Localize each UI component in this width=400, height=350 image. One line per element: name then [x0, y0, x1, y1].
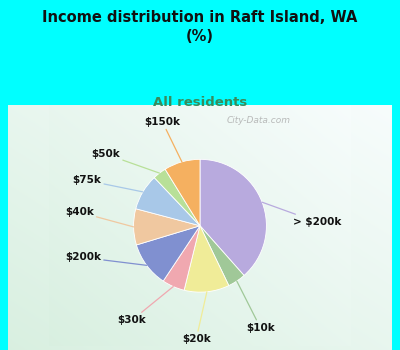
Wedge shape — [165, 159, 200, 226]
Wedge shape — [154, 169, 200, 226]
Text: $20k: $20k — [182, 292, 211, 344]
Text: > $200k: > $200k — [262, 202, 341, 227]
Text: City-Data.com: City-Data.com — [227, 116, 291, 125]
Text: All residents: All residents — [153, 96, 247, 109]
Text: $10k: $10k — [237, 281, 275, 332]
Wedge shape — [200, 159, 266, 275]
Text: $75k: $75k — [72, 175, 143, 192]
Wedge shape — [200, 226, 244, 286]
Text: $30k: $30k — [118, 287, 173, 325]
Wedge shape — [163, 226, 200, 290]
Wedge shape — [136, 226, 200, 281]
Text: $150k: $150k — [144, 117, 182, 162]
Text: $50k: $50k — [91, 149, 160, 173]
Wedge shape — [136, 177, 200, 226]
Text: $40k: $40k — [65, 207, 134, 227]
Text: $200k: $200k — [65, 252, 147, 265]
Wedge shape — [134, 209, 200, 245]
Wedge shape — [184, 226, 229, 292]
Text: Income distribution in Raft Island, WA
(%): Income distribution in Raft Island, WA (… — [42, 10, 358, 44]
